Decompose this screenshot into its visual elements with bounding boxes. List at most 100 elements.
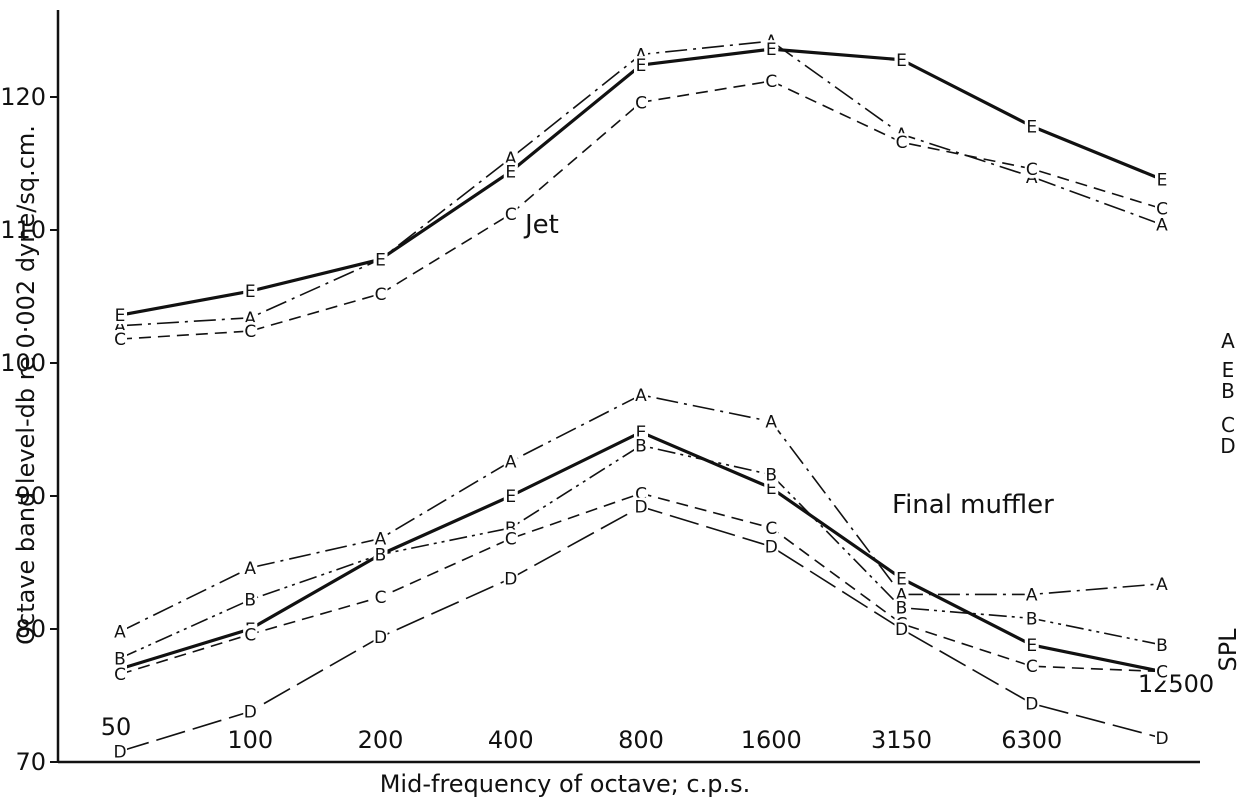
- marker-bg: [764, 537, 779, 556]
- x-tick-label: 50: [101, 713, 132, 741]
- data-point-e: E: [896, 51, 907, 71]
- data-point-d: D: [895, 620, 908, 640]
- data-point-d: D: [504, 569, 517, 589]
- series-line-muffler-c: [119, 492, 1163, 675]
- marker-bg: [1024, 159, 1039, 178]
- series-line-jet-e: [119, 47, 1163, 317]
- data-point-c: C: [1026, 657, 1038, 677]
- data-point-c: C: [1156, 663, 1168, 683]
- x-tick-label: 1600: [741, 726, 802, 754]
- y-ticks: 70 80 90 100 110 120: [0, 83, 58, 776]
- data-point-d: D: [1025, 694, 1038, 714]
- marker-bg: [1155, 662, 1169, 681]
- data-point-c: C: [1156, 200, 1168, 220]
- marker-bg: [243, 625, 258, 644]
- data-point-c: C: [635, 93, 647, 113]
- marker-bg: [503, 529, 518, 548]
- marker-bg: [1155, 574, 1169, 593]
- marker-bg: [113, 665, 127, 684]
- data-point-a: A: [1156, 575, 1168, 595]
- data-point-d: D: [374, 628, 387, 648]
- marker-bg: [1155, 635, 1169, 654]
- data-point-e: E: [505, 487, 516, 507]
- x-tick-label: 400: [488, 726, 534, 754]
- data-point-c: C: [765, 72, 777, 92]
- x-ticks: 50 100 200 400 800 1600 3150 6300 12500: [101, 670, 1214, 754]
- x-tick-label: 100: [227, 726, 273, 754]
- annotation-jet: Jet: [523, 210, 559, 240]
- y-tick-label: 70: [15, 748, 46, 776]
- data-point-d: D: [244, 702, 257, 722]
- marker-bg: [503, 205, 518, 224]
- marker-bg: [113, 742, 127, 761]
- marker-bg: [634, 56, 648, 75]
- marker-bg: [113, 306, 127, 325]
- x-tick-label: 3150: [871, 726, 932, 754]
- data-point-a: A: [635, 386, 647, 406]
- marker-bg: [764, 465, 779, 484]
- data-point-a: A: [1026, 585, 1038, 605]
- data-point-e: E: [636, 56, 647, 76]
- spl-label: SPL: [1214, 628, 1242, 672]
- data-point-c: C: [635, 484, 647, 504]
- data-point-e: E: [1157, 170, 1168, 190]
- data-point-e: E: [375, 250, 386, 270]
- data-point-a: A: [244, 559, 256, 579]
- data-point-a: A: [114, 623, 126, 643]
- annotation-final-muffler: Final muffler: [892, 490, 1054, 520]
- marker-bg: [503, 569, 518, 588]
- data-point-e: E: [1026, 117, 1037, 137]
- data-point-b: B: [635, 436, 647, 456]
- marker-bg: [243, 282, 258, 301]
- legend-letter-e: E: [1222, 358, 1235, 382]
- marker-bg: [1024, 609, 1039, 628]
- legend-letter-a: A: [1221, 329, 1235, 353]
- data-point-a: A: [765, 413, 777, 433]
- data-point-d: D: [1155, 729, 1168, 749]
- data-point-c: C: [765, 519, 777, 539]
- series-line-muffler-e: [119, 430, 1163, 674]
- data-point-d: D: [634, 498, 647, 518]
- marker-bg: [113, 649, 127, 668]
- data-point-a: A: [1156, 216, 1168, 236]
- marker-bg: [243, 590, 258, 609]
- data-point-e: E: [245, 282, 256, 302]
- data-point-b: B: [765, 466, 777, 486]
- marker-bg: [373, 529, 388, 548]
- series-line-muffler-b: [119, 444, 1163, 659]
- data-point-e: E: [1026, 636, 1037, 656]
- legend-letter-b: B: [1221, 379, 1235, 403]
- data-point-e: E: [766, 40, 777, 60]
- y-tick-label: 120: [0, 83, 46, 111]
- marker-bg: [894, 569, 909, 588]
- marker-bg: [373, 588, 388, 607]
- legend-letter-d: D: [1220, 434, 1235, 458]
- data-point-c: C: [505, 205, 517, 225]
- marker-bg: [1024, 635, 1039, 654]
- marker-bg: [764, 412, 779, 431]
- marker-bg: [894, 50, 909, 69]
- marker-bg: [634, 497, 648, 516]
- data-point-e: E: [766, 479, 777, 499]
- marker-bg: [503, 487, 518, 505]
- data-point-c: C: [114, 665, 126, 685]
- marker-bg: [634, 385, 648, 404]
- data-point-e: E: [505, 162, 516, 182]
- data-point-c: C: [1026, 160, 1038, 180]
- marker-bg: [373, 284, 388, 303]
- marker-bg: [894, 620, 909, 638]
- x-tick-label: 800: [618, 726, 664, 754]
- x-axis-title: Mid-frequency of octave; c.p.s.: [380, 770, 751, 798]
- y-tick-label: 110: [0, 216, 46, 244]
- data-point-b: B: [244, 591, 256, 611]
- x-tick-label: 200: [358, 726, 404, 754]
- marker-bg: [503, 452, 518, 471]
- y-axis-title: Octave band level-db re 0·002 dyne/sq.cm…: [12, 125, 40, 645]
- marker-bg: [1024, 117, 1039, 136]
- data-point-e: E: [896, 569, 907, 589]
- data-point-a: A: [375, 530, 387, 550]
- marker-bg: [1155, 170, 1169, 189]
- data-point-b: B: [1026, 609, 1038, 629]
